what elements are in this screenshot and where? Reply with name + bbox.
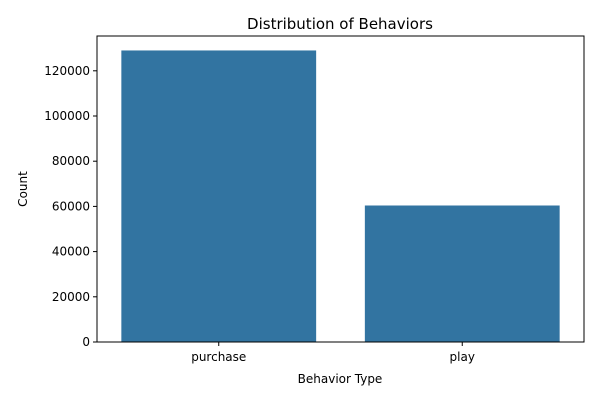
y-tick-label: 0 [82,335,90,349]
y-tick-label: 80000 [52,154,90,168]
bar-play [364,205,560,342]
y-tick-label: 20000 [52,290,90,304]
bar-purchase [121,50,317,343]
y-tick-label: 120000 [44,64,90,78]
x-axis-label: Behavior Type [298,372,383,386]
y-tick-label: 40000 [52,245,90,259]
bars-group [121,50,560,343]
x-tick-label: purchase [191,350,246,364]
x-axis: purchase play [191,342,475,364]
x-tick-label: play [450,350,475,364]
chart-title: Distribution of Behaviors [247,15,433,33]
y-tick-label: 60000 [52,199,90,213]
plot-frame [96,35,585,343]
y-axis: 0 20000 40000 60000 80000 100000 120000 [44,64,97,349]
y-tick-label: 100000 [44,109,90,123]
y-axis-label: Count [16,171,30,207]
